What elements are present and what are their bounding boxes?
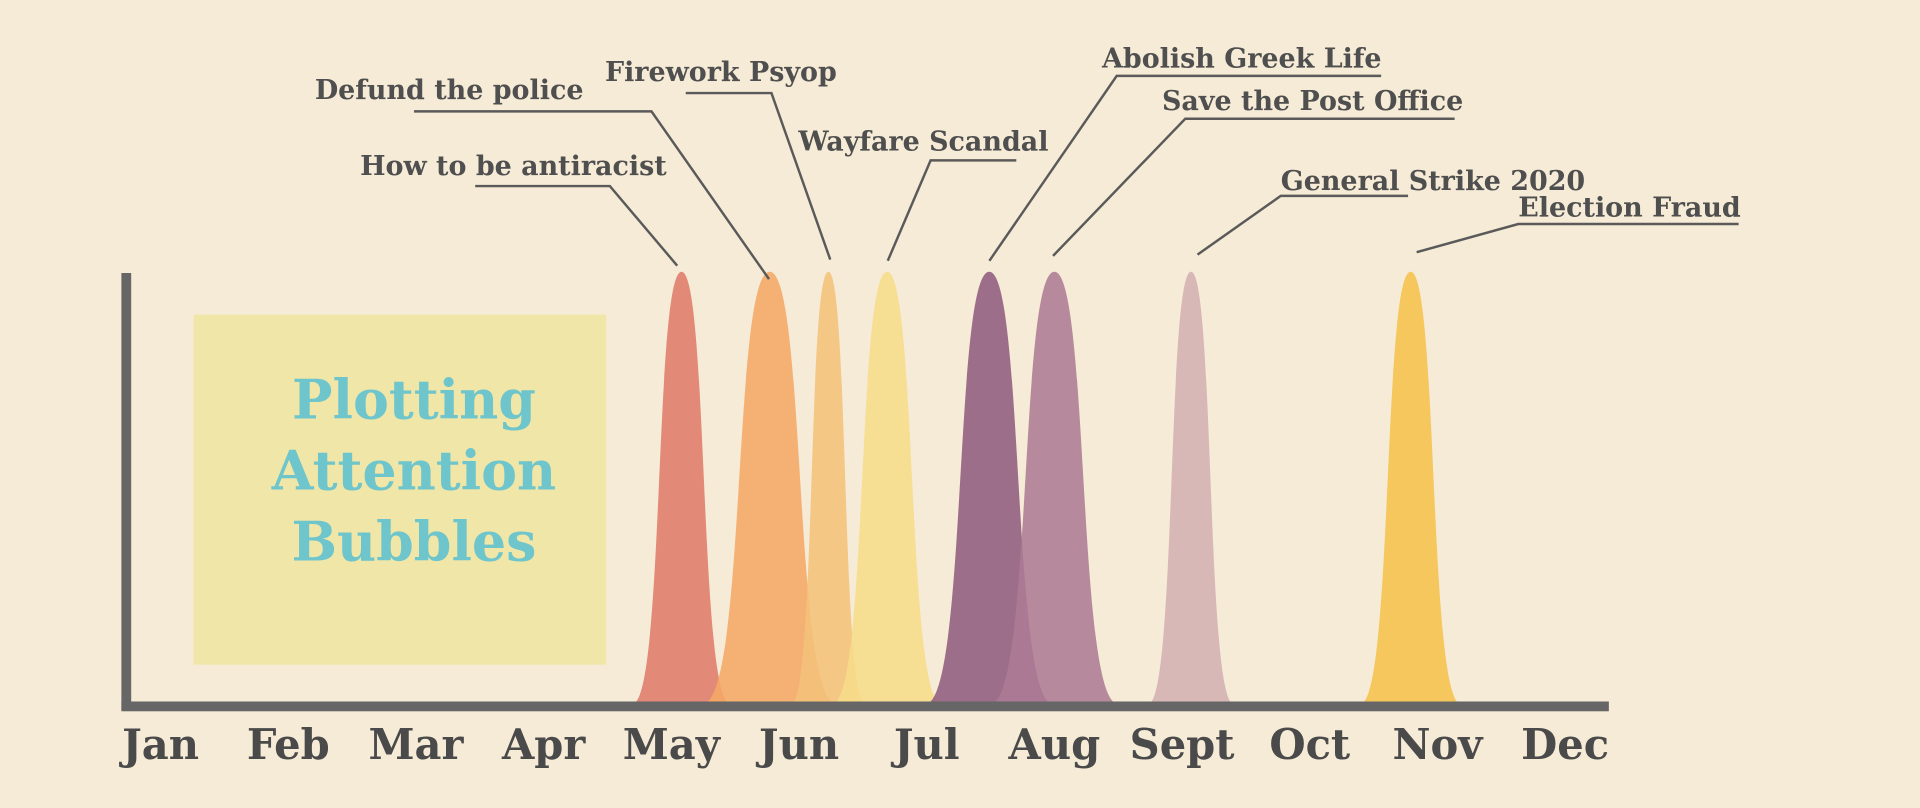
x-tick-label: Oct bbox=[1269, 720, 1351, 769]
leader-line bbox=[413, 110, 771, 280]
bubble bbox=[1148, 271, 1234, 704]
bubble bbox=[702, 271, 837, 704]
series-label: Wayfare Scandal bbox=[797, 127, 1048, 158]
x-tick-label: Nov bbox=[1392, 720, 1484, 769]
x-tick-label: Sept bbox=[1130, 720, 1236, 769]
labels: How to be antiracist Defund the police Fir… bbox=[315, 43, 1741, 280]
bubble bbox=[832, 271, 943, 704]
series-label: How to be antiracist bbox=[360, 151, 667, 182]
series-label: Abolish Greek Life bbox=[1101, 43, 1382, 74]
chart-title: Plotting Attention Bubbles bbox=[271, 368, 556, 574]
x-tick-label: Jun bbox=[755, 720, 839, 769]
bubble bbox=[990, 271, 1119, 704]
series-label: Save the Post Office bbox=[1162, 86, 1463, 117]
leader-line bbox=[475, 184, 679, 267]
leader-line bbox=[685, 91, 832, 260]
x-tick-label: Mar bbox=[368, 720, 464, 769]
series-label: Defund the police bbox=[315, 75, 584, 106]
x-tick-label: Apr bbox=[501, 720, 586, 769]
leader-line bbox=[1052, 117, 1455, 257]
x-tick-label: Jul bbox=[890, 720, 960, 769]
bubble bbox=[1360, 271, 1462, 704]
leader-line bbox=[988, 74, 1382, 262]
series-label: General Strike 2020 bbox=[1281, 166, 1585, 197]
bubble bbox=[632, 271, 731, 704]
x-tick-label: Feb bbox=[247, 720, 330, 769]
x-tick-label: May bbox=[623, 720, 722, 769]
series-label: Election Fraud bbox=[1518, 193, 1741, 224]
x-axis bbox=[121, 701, 1609, 712]
title-box bbox=[193, 314, 607, 665]
x-tick-label: Dec bbox=[1521, 720, 1609, 769]
leader-line bbox=[1196, 194, 1409, 256]
bubbles bbox=[632, 271, 1462, 704]
series-label: Firework Psyop bbox=[605, 57, 837, 88]
x-tick-label: Jan bbox=[118, 720, 199, 769]
leader-line bbox=[886, 159, 1017, 262]
bubble bbox=[791, 271, 866, 704]
y-axis bbox=[121, 273, 132, 711]
x-tick-label: Aug bbox=[1008, 720, 1101, 769]
leader-line bbox=[1416, 222, 1739, 254]
